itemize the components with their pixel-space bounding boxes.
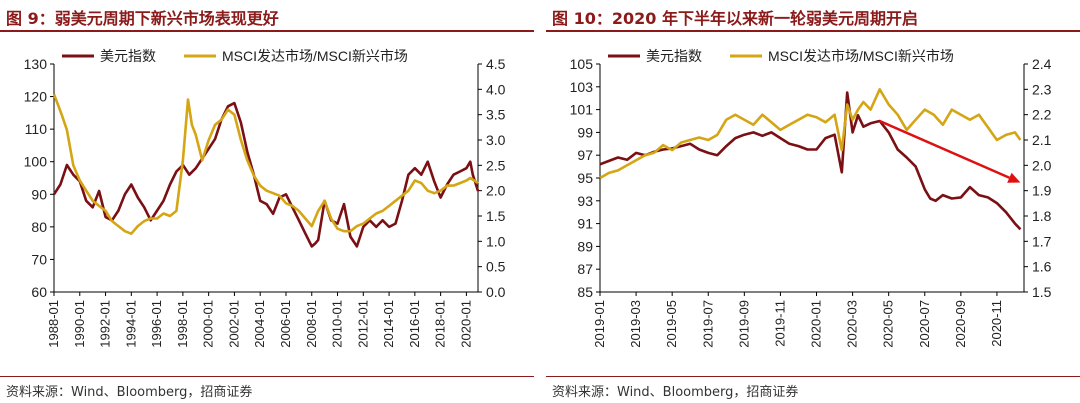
x-tick-label: 2019-05 xyxy=(664,300,679,348)
y-right-tick-label: 1.5 xyxy=(486,208,506,224)
x-tick-label: 2008-01 xyxy=(304,300,319,348)
y-left-tick-label: 90 xyxy=(31,186,47,202)
y-left-tick-label: 99 xyxy=(577,124,593,140)
x-tick-label: 2000-01 xyxy=(201,300,216,348)
title-divider xyxy=(0,30,534,32)
x-tick-label: 1998-01 xyxy=(175,300,190,348)
y-left-tick-label: 110 xyxy=(25,121,48,137)
y-right-tick-label: 4.5 xyxy=(486,56,506,72)
y-left-tick-label: 85 xyxy=(577,284,593,300)
y-left-tick-label: 100 xyxy=(24,154,48,170)
x-tick-label: 2012-01 xyxy=(355,300,370,348)
x-tick-label: 2004-01 xyxy=(252,300,267,348)
x-tick-label: 2020-03 xyxy=(845,300,860,348)
x-tick-label: 1994-01 xyxy=(123,300,138,348)
chart-panel-left: 图 9：弱美元周期下新兴市场表现更好 60 70 80 90 100 110 120 130 0… xyxy=(0,0,534,403)
series-line-msci-ratio xyxy=(52,93,479,235)
chart-panel-right: 图 10：2020 年下半年以来新一轮弱美元周期开启 85 87 89 91 93 95 9… xyxy=(546,0,1080,403)
x-tick-label: 2014-01 xyxy=(381,300,396,348)
legend-msci-ratio-label: MSCI发达市场/MSCI新兴市场 xyxy=(768,48,954,64)
x-tick-label: 1990-01 xyxy=(72,300,87,348)
y-right-tick-label: 2.3 xyxy=(1032,81,1052,97)
x-tick-label: 2006-01 xyxy=(278,300,293,348)
y-left-tick-label: 91 xyxy=(577,216,593,232)
y-left-tick-label: 89 xyxy=(577,238,593,254)
y-right-tick-label: 1.7 xyxy=(1032,233,1052,249)
y-right-tick-label: 2.0 xyxy=(486,183,506,199)
y-right-tick-label: 3.0 xyxy=(486,132,506,148)
title-divider xyxy=(546,30,1080,32)
y-left-tick-label: 130 xyxy=(24,56,48,72)
y-right-tick-label: 1.6 xyxy=(1032,259,1052,275)
chart-title: 图 9：弱美元周期下新兴市场表现更好 xyxy=(6,9,279,28)
trend-arrow-head xyxy=(1007,172,1021,183)
y-right-tick-label: 1.5 xyxy=(1032,284,1052,300)
y-left-tick-label: 60 xyxy=(31,284,47,300)
source-divider xyxy=(0,376,534,377)
y-left-tick-label: 70 xyxy=(31,251,47,267)
chart-figure-10: 85 87 89 91 93 95 97 99 101 103 105 1.5 1.6 1.7 1.8 1.9… xyxy=(570,48,1052,348)
chart-title: 图 10：2020 年下半年以来新一轮弱美元周期开启 xyxy=(552,9,918,28)
series-line-msci-ratio xyxy=(599,87,1022,180)
x-tick-label: 2010-01 xyxy=(330,300,345,348)
y-right-tick-label: 3.5 xyxy=(486,107,506,123)
x-tick-label: 1988-01 xyxy=(46,300,61,348)
y-right-tick-label: 1.8 xyxy=(1032,208,1052,224)
y-left-tick-label: 80 xyxy=(31,219,47,235)
x-tick-label: 2020-05 xyxy=(881,300,896,348)
y-left-tick-label: 97 xyxy=(577,147,593,163)
x-tick-label: 2016-01 xyxy=(407,300,422,348)
y-right-tick-label: 2.2 xyxy=(1032,107,1052,123)
legend-msci-ratio-label: MSCI发达市场/MSCI新兴市场 xyxy=(222,48,408,64)
x-tick-label: 2020-07 xyxy=(917,300,932,348)
y-right-tick-label: 1.9 xyxy=(1032,183,1052,199)
y-left-tick-label: 87 xyxy=(577,261,593,277)
legend-usd-index-label: 美元指数 xyxy=(646,48,702,64)
x-tick-label: 2019-09 xyxy=(736,300,751,348)
y-right-tick-label: 2.1 xyxy=(1032,132,1052,148)
x-tick-label: 2019-01 xyxy=(592,300,607,348)
y-left-tick-label: 95 xyxy=(577,170,593,186)
y-right-tick-label: 2.4 xyxy=(1032,56,1052,72)
y-left-tick-label: 120 xyxy=(24,89,48,105)
x-tick-label: 2019-11 xyxy=(772,300,787,347)
chart-figure-9: 60 70 80 90 100 110 120 130 0.0 0.5 1.0 1.5 2.0 2.5 3.… xyxy=(24,48,506,348)
y-right-tick-label: 0.0 xyxy=(486,284,506,300)
y-right-tick-label: 0.5 xyxy=(486,259,506,275)
x-tick-label: 2018-01 xyxy=(433,300,448,348)
trend-arrow xyxy=(879,119,1010,179)
x-tick-label: 2020-01 xyxy=(458,300,473,348)
y-right-tick-label: 4.0 xyxy=(486,81,506,97)
y-left-tick-label: 105 xyxy=(570,56,594,72)
series-line-usd-index xyxy=(52,101,480,248)
y-left-tick-label: 101 xyxy=(570,102,594,118)
source-divider xyxy=(546,376,1080,377)
y-right-tick-label: 1.0 xyxy=(486,233,506,249)
source-note: 资料来源：Wind、Bloomberg，招商证券 xyxy=(552,385,799,400)
y-left-tick-label: 103 xyxy=(570,79,594,95)
y-right-tick-label: 2.5 xyxy=(486,157,506,173)
y-left-tick-label: 93 xyxy=(577,193,593,209)
x-tick-label: 2019-07 xyxy=(700,300,715,348)
x-tick-label: 1992-01 xyxy=(98,300,113,348)
x-tick-label: 2020-09 xyxy=(953,300,968,348)
y-right-tick-label: 2.0 xyxy=(1032,157,1052,173)
legend-usd-index-label: 美元指数 xyxy=(100,48,156,64)
x-tick-label: 2002-01 xyxy=(226,300,241,348)
x-tick-label: 1996-01 xyxy=(149,300,164,348)
x-tick-label: 2019-03 xyxy=(628,300,643,348)
x-tick-label: 2020-11 xyxy=(989,300,1004,347)
x-tick-label: 2020-01 xyxy=(809,300,824,348)
source-note: 资料来源：Wind、Bloomberg，招商证券 xyxy=(6,385,253,400)
